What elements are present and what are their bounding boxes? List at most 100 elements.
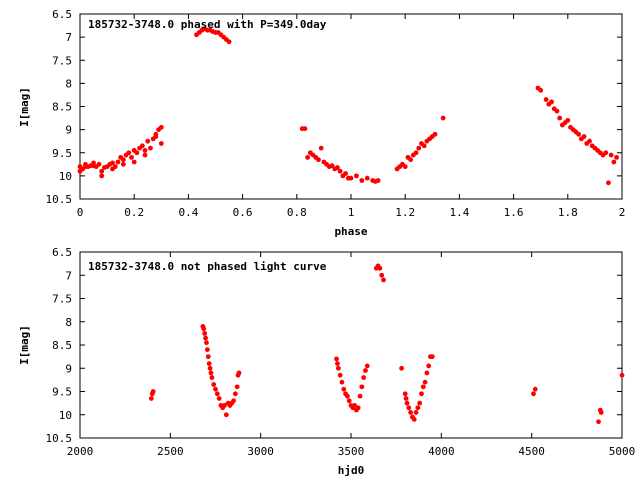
x-tick-label: 0 [77,206,84,219]
data-point [596,419,601,425]
data-point [619,372,625,378]
data-point [364,175,370,181]
x-tick-label: 1.6 [504,206,524,219]
y-tick-label: 8.5 [52,101,72,114]
data-point [148,145,153,151]
data-point [611,159,617,165]
data-point [145,138,151,144]
y-tick-label: 9.5 [52,386,72,399]
data-point [381,277,386,283]
data-point [363,368,368,373]
x-tick-label: 0.4 [178,206,198,219]
data-point [131,159,137,165]
data-point [211,382,217,387]
data-point [543,97,549,102]
x-axis-label-top: phase [334,225,367,238]
data-point [408,410,414,415]
x-tick-label: 1.8 [558,206,578,219]
data-point [223,412,229,418]
data-point [207,365,213,371]
data-point [208,370,214,376]
y-axis-label-top: I[mag] [18,87,31,127]
data-point [337,372,343,378]
data-point [110,160,115,166]
data-point [302,126,308,132]
x-tick-label: 1.2 [395,206,415,219]
data-point [538,87,544,93]
y-tick-label: 9 [65,362,72,375]
data-point [337,168,343,174]
data-point [357,393,363,399]
y-tick-label: 7.5 [52,54,72,67]
data-point [614,154,619,160]
data-point [598,410,604,415]
data-point [375,178,381,183]
data-point [359,178,365,183]
chart-title-top: 185732-3748.0 phased with P=349.0day [88,18,327,31]
data-point [158,141,164,146]
data-point [214,391,220,397]
data-point [554,108,560,114]
plot-frame-bottom [79,251,623,439]
data-point [115,159,121,165]
data-point [422,379,428,385]
data-point [134,150,140,156]
data-point [231,398,236,404]
data-point [335,361,340,366]
phased-light-curve-chart: 0 0.2 0.4 0.6 0.8 1 1.2 1.4 1.6 1.8 2 6.5 7 7.5 8 8.5 9 9… [18,8,625,238]
data-point [402,391,408,397]
data-point [346,398,352,404]
data-point [150,389,156,394]
data-point [424,370,430,376]
data-point [419,391,424,397]
data-point [148,396,154,401]
data-point [341,386,347,392]
data-point [420,384,426,390]
data-point [99,168,105,174]
y-tick-label: 8 [65,77,72,90]
data-point [343,171,348,176]
y-tick-label: 6.5 [52,8,72,21]
data-point [142,152,148,158]
data-point [379,272,385,278]
data-point [603,150,609,156]
data-point [432,131,438,137]
x-tick-label: 1 [348,206,355,219]
x-tick-label: 2500 [157,445,184,458]
data-point [421,143,427,149]
data-point [226,39,232,45]
data-point [344,393,350,399]
y-tick-label: 10.5 [46,193,73,206]
x-tick-label: 5000 [609,445,636,458]
data-point [203,335,208,341]
data-point [204,347,210,353]
data-point [399,365,404,371]
plot-frame-top [79,13,623,200]
data-point [359,384,365,390]
data-point [402,164,408,170]
data-point [318,145,324,151]
x-tick-label: 0.8 [287,206,307,219]
data-point [110,166,115,172]
data-point [361,375,367,380]
data-point [142,148,148,153]
y-tick-label: 7.5 [52,293,72,306]
y-tick-label: 8 [65,316,72,329]
data-point [158,124,164,130]
x-tick-label: 2000 [67,445,94,458]
data-point [334,356,339,362]
data-point [403,396,409,401]
data-point [408,157,414,163]
data-point [329,163,335,169]
x-tick-label: 2 [619,206,626,219]
data-point [91,163,96,169]
data-point [440,115,446,121]
data-point [204,340,209,346]
data-point [587,138,592,144]
data-point [576,131,582,137]
data-point [415,405,421,411]
data-point [236,370,242,376]
y-tick-label: 9.5 [52,147,72,160]
x-tick-label: 3500 [338,445,365,458]
chart-title-bottom: 185732-3748.0 not phased light curve [88,260,327,273]
